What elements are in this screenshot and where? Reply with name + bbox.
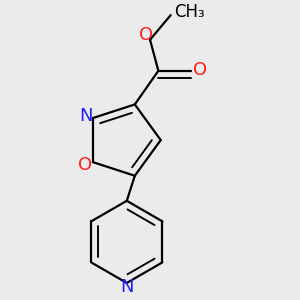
Text: O: O — [140, 26, 154, 44]
Text: N: N — [79, 107, 92, 125]
Text: O: O — [78, 156, 92, 174]
Text: CH₃: CH₃ — [174, 3, 205, 21]
Text: N: N — [120, 278, 134, 296]
Text: O: O — [194, 61, 208, 79]
